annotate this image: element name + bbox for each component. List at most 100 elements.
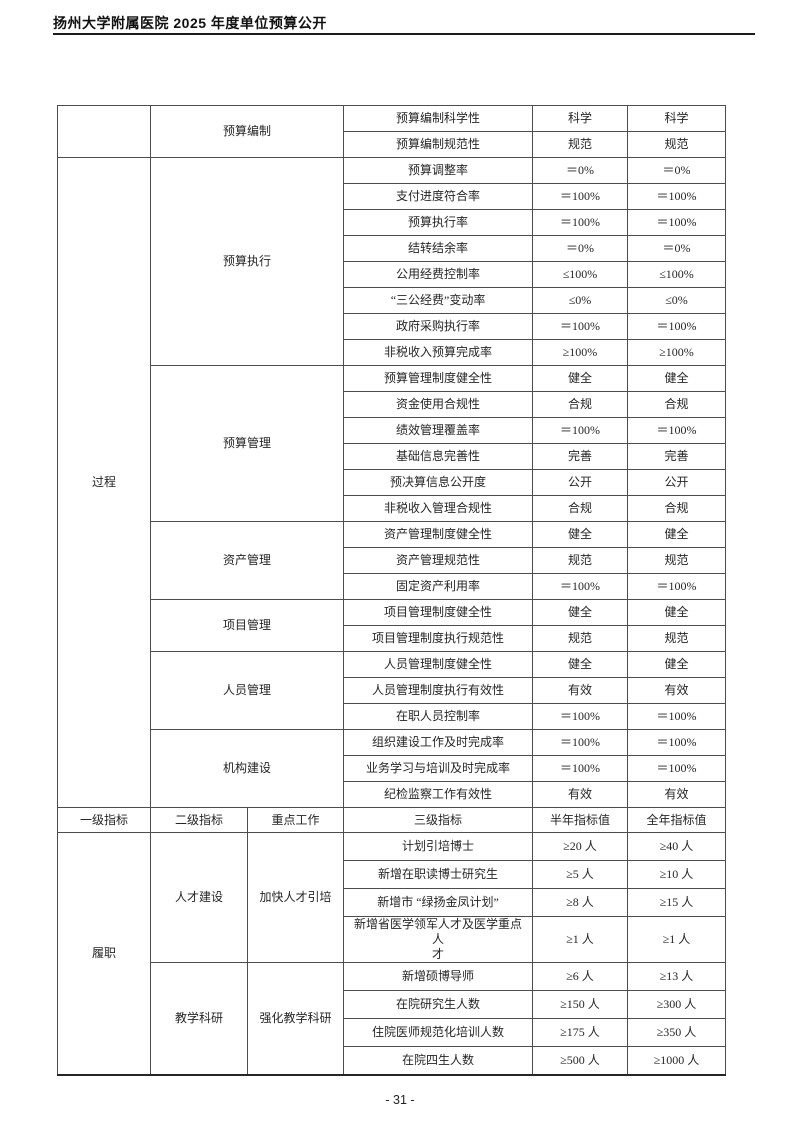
table-row: 支付进度符合率 ＝100% ＝100% [58,183,727,210]
cell-indicator: 固定资产利用率 [343,573,534,600]
cell-full-year-value: 科学 [627,105,727,132]
table-row: 项目管理 项目管理制度健全性 健全 健全 [58,599,727,652]
cell-half-year-value: 完善 [532,443,629,470]
cell-half-year-value: ≥8 人 [532,888,629,917]
cell-level1-process: 过程 [57,157,151,808]
cell-half-year-value: ＝100% [532,209,629,236]
cell-full-year-value: ≤0% [627,287,727,314]
cell-full-year-value: 规范 [627,547,727,574]
cell-half-year-value: ＝100% [532,703,629,730]
cell-indicator: 政府采购执行率 [343,313,534,340]
cell-level2: 预算编制 [149,105,345,158]
cell-half-year-value: ＝0% [532,157,629,184]
cell-indicator: 预算执行率 [343,209,534,236]
table-row: 预算编制 预算编制科学性 科学 科学 [57,105,727,158]
column-header: 半年指标值 [532,807,629,833]
column-header: 三级指标 [343,807,534,833]
cell-indicator: 支付进度符合率 [343,183,534,210]
cell-indicator: 业务学习与培训及时完成率 [343,755,534,782]
cell-half-year-value: 规范 [532,625,629,652]
cell-half-year-value: 公开 [532,469,629,496]
cell-half-year-value: ＝100% [532,729,629,756]
cell-full-year-value: 完善 [627,443,727,470]
table-row: 资产管理 资产管理制度健全性 健全 健全 [58,521,727,600]
cell-half-year-value: ≥150 人 [532,990,629,1019]
cell-full-year-value: ＝100% [627,183,727,210]
table-row: 住院医师规范化培训人数 ≥175 人 ≥350 人 [58,1018,727,1047]
table-row: 绩效管理覆盖率 ＝100% ＝100% [58,417,727,444]
cell-indicator: 预决算信息公开度 [343,469,534,496]
cell-full-year-value: 有效 [627,781,727,808]
cell-level2: 资产管理 [149,521,345,600]
cell-full-year-value: ≥40 人 [627,832,727,861]
cell-indicator: 在院研究生人数 [343,990,534,1019]
cell-half-year-value: 健全 [532,365,629,392]
cell-indicator: 预算调整率 [343,157,534,184]
cell-half-year-value: ＝100% [532,755,629,782]
table-body: 预算编制 预算编制科学性 科学 科学 预算编制规范性 规范 规范 过程 预算执行 预算调整率 ＝0%… [57,105,727,1075]
column-header: 一级指标 [57,807,151,833]
cell-indicator: 项目管理制度健全性 [343,599,534,626]
cell-indicator: 资金使用合规性 [343,391,534,418]
cell-focus-work: 加快人才引培 [246,832,345,963]
cell-half-year-value: ＝100% [532,573,629,600]
cell-full-year-value: ＝100% [627,703,727,730]
table-row: 资金使用合规性 合规 合规 [58,391,727,418]
cell-half-year-value: 健全 [532,651,629,678]
cell-half-year-value: ≥20 人 [532,832,629,861]
cell-full-year-value: 有效 [627,677,727,704]
table-row: 在职人员控制率 ＝100% ＝100% [58,703,727,730]
cell-full-year-value: ＝100% [627,729,727,756]
table-row: 教学科研 强化教学科研 新增硕博导师 ≥6 人 ≥13 人 [58,962,727,1075]
table-row: 新增在职读博士研究生 ≥5 人 ≥10 人 [58,860,727,889]
cell-indicator: 在职人员控制率 [343,703,534,730]
cell-indicator: 新增硕博导师 [343,962,534,991]
cell-half-year-value: ≥100% [532,339,629,366]
cell-full-year-value: 健全 [627,599,727,626]
cell-full-year-value: ≥350 人 [627,1018,727,1047]
cell-level2: 预算管理 [149,365,345,522]
cell-full-year-value: ≥10 人 [627,860,727,889]
cell-full-year-value: ＝100% [627,313,727,340]
cell-indicator: 人员管理制度健全性 [343,651,534,678]
cell-full-year-value: ＝100% [627,417,727,444]
cell-half-year-value: 有效 [532,781,629,808]
cell-full-year-value: 健全 [627,521,727,548]
table-row: 政府采购执行率 ＝100% ＝100% [58,313,727,340]
cell-indicator: 人员管理制度执行有效性 [343,677,534,704]
table-row: 过程 预算执行 预算调整率 ＝0% ＝0% [57,157,727,808]
cell-level2: 人才建设 [150,832,248,963]
document-title: 扬州大学附属医院 2025 年度单位预算公开 [53,15,327,31]
cell-level2: 机构建设 [149,729,345,808]
cell-indicator: 非税收入管理合规性 [343,495,534,522]
cell-indicator: 基础信息完善性 [343,443,534,470]
cell-indicator: 预算编制科学性 [343,105,534,132]
cell-half-year-value: 规范 [532,547,629,574]
table-row: 机构建设 组织建设工作及时完成率 ＝100% ＝100% [58,729,727,808]
cell-full-year-value: ＝100% [627,209,727,236]
cell-full-year-value: ≥13 人 [627,962,727,991]
cell-full-year-value: 合规 [627,495,727,522]
cell-half-year-value: ≥1 人 [532,916,629,963]
cell-full-year-value: 健全 [627,651,727,678]
table-row: 公用经费控制率 ≤100% ≤100% [58,261,727,288]
cell-indicator: 计划引培博士 [343,832,534,861]
cell-indicator: 住院医师规范化培训人数 [343,1018,534,1047]
cell-half-year-value: 有效 [532,677,629,704]
cell-indicator: 绩效管理覆盖率 [343,417,534,444]
cell-full-year-value: ≥1000 人 [627,1046,727,1075]
table-row: 在院研究生人数 ≥150 人 ≥300 人 [58,990,727,1019]
column-header: 二级指标 [150,807,248,833]
cell-indicator: “三公经费”变动率 [343,287,534,314]
table-row: 在院四生人数 ≥500 人 ≥1000 人 [58,1046,727,1075]
cell-half-year-value: 科学 [532,105,629,132]
cell-full-year-value: 健全 [627,365,727,392]
table-row: 新增市 “绿扬金凤计划” ≥8 人 ≥15 人 [58,888,727,917]
cell-focus-work: 强化教学科研 [246,962,345,1075]
cell-full-year-value: 规范 [627,131,727,158]
cell-full-year-value: ＝0% [627,235,727,262]
cell-half-year-value: ＝100% [532,313,629,340]
cell-full-year-value: ≥1 人 [627,916,727,963]
cell-half-year-value: ＝0% [532,235,629,262]
